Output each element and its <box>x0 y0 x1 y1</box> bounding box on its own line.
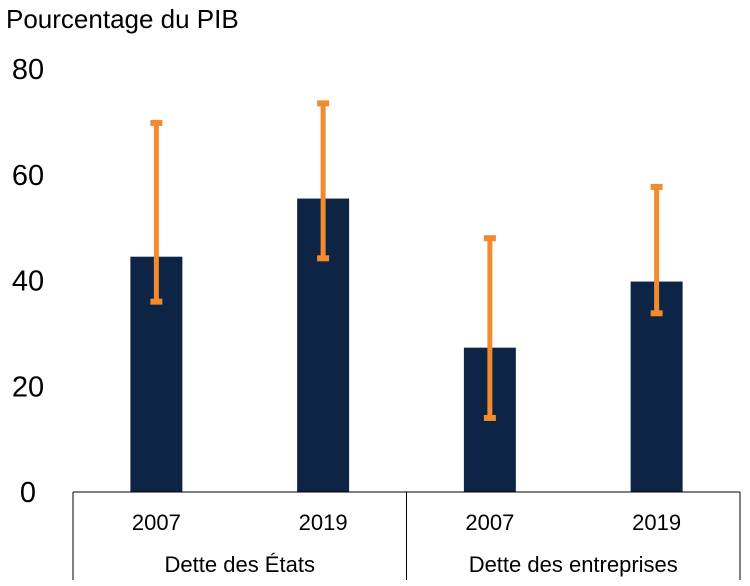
x-tick-label: 2007 <box>132 510 181 535</box>
y-tick-label: 0 <box>20 477 36 509</box>
x-axis: 2007 2019 2007 2019 Dette des États Dette des… <box>72 491 741 580</box>
x-group-label: Dette des entreprises <box>469 552 678 577</box>
y-tick-label: 40 <box>12 266 44 298</box>
error-bar <box>650 183 663 317</box>
y-tick-label: 80 <box>12 54 44 86</box>
y-tick-label: 60 <box>12 160 44 192</box>
error-bar <box>483 235 496 421</box>
bar <box>630 281 683 492</box>
error-bars <box>150 100 663 421</box>
error-bar <box>150 119 163 305</box>
error-bar <box>317 100 330 262</box>
x-tick-label: 2019 <box>299 510 348 535</box>
bars <box>130 198 683 492</box>
x-group-label: Dette des États <box>165 552 315 577</box>
x-tick-label: 2007 <box>465 510 514 535</box>
unit-label: Pourcentage du PIB <box>6 4 239 34</box>
y-axis-ticks: 0 20 40 60 80 <box>12 54 44 509</box>
x-tick-label: 2019 <box>632 510 681 535</box>
y-tick-label: 20 <box>12 371 44 403</box>
